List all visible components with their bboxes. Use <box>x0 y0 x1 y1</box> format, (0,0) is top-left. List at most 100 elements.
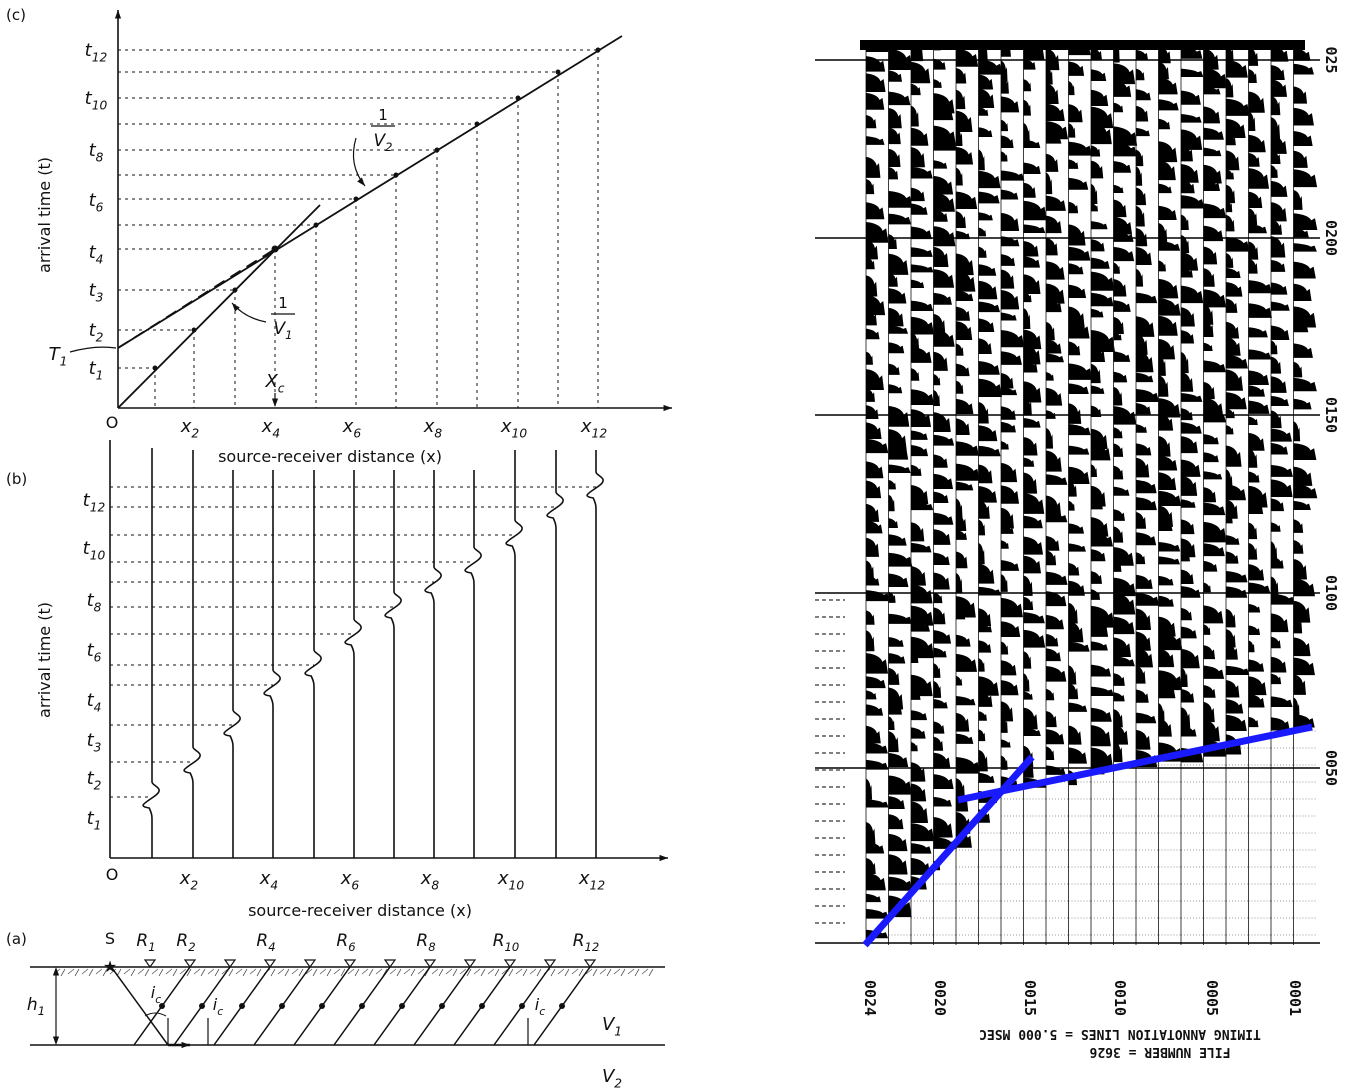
wiggle-lobe <box>1113 509 1125 521</box>
wiggle-lobe <box>1046 83 1059 104</box>
wiggle-lobe <box>978 212 993 221</box>
wiggle-lobe <box>978 170 1001 189</box>
wiggle-lobe <box>911 61 931 84</box>
wiggle-lobe <box>1158 338 1176 360</box>
wiggle-lobe <box>1091 363 1101 384</box>
ground-hatch <box>291 968 304 977</box>
wiggle-lobe <box>1113 331 1122 341</box>
wiggle-lobe <box>956 363 970 377</box>
wiggle-lobe <box>1091 641 1108 651</box>
wiggle-lobe <box>1226 184 1236 204</box>
wiggle-lobe <box>1113 278 1127 297</box>
wiggle-lobe <box>866 136 885 145</box>
y-tick-label-sub: 10 <box>90 548 106 562</box>
wiggle-lobe <box>1068 403 1082 424</box>
wiggle-lobe <box>1158 375 1169 397</box>
wiggle-lobe <box>1023 555 1042 574</box>
wiggle-lobe <box>956 675 963 686</box>
wiggle-lobe <box>866 202 885 220</box>
wiggle-lobe <box>1271 556 1284 569</box>
wiggle-lobe <box>866 178 875 195</box>
receiver <box>503 959 517 969</box>
wiggle-lobe <box>1136 247 1152 265</box>
wiggle-lobe <box>911 264 934 273</box>
wiggle-lobe <box>888 702 902 715</box>
wiggle-lobe <box>933 329 955 347</box>
ground-hatch <box>151 968 164 977</box>
wiggle-lobe <box>911 203 928 215</box>
wiggle-lobe <box>1248 693 1265 708</box>
wiggle-lobe <box>933 572 950 590</box>
x-tick-label-sub: 2 <box>190 878 198 892</box>
wiggle-lobe <box>1091 160 1104 179</box>
wiggle-lobe <box>1001 485 1020 504</box>
wiggle-lobe <box>1023 123 1030 144</box>
wiggle-lobe <box>1203 268 1215 287</box>
wiggle-lobe <box>1226 699 1244 714</box>
wiggle-lobe <box>1203 502 1226 516</box>
wiggle-lobe <box>1113 184 1124 194</box>
wiggle-lobe <box>1068 341 1081 356</box>
wiggle-lobe <box>1091 605 1115 628</box>
wiggle-lobe <box>1203 605 1224 624</box>
receiver-label-base: R <box>573 931 585 951</box>
wiggle-lobe <box>1203 582 1211 593</box>
wiggle-lobe <box>1046 387 1063 406</box>
wiggle-lobe <box>911 316 935 335</box>
wiggle-lobe <box>911 584 933 604</box>
wiggle-lobe <box>911 857 931 875</box>
wiggle-lobe <box>1181 330 1195 344</box>
wiggle-lobe <box>1136 388 1159 403</box>
wiggle-lobe <box>1271 259 1286 272</box>
wiggle-lobe <box>933 680 942 698</box>
wiggle-lobe <box>1001 75 1009 94</box>
wiggle-lobe <box>1248 349 1272 360</box>
wiggle-lobe <box>1023 418 1041 428</box>
wiggle-lobe <box>1113 427 1123 439</box>
wiggle-lobe <box>1293 63 1314 75</box>
wiggle-lobe <box>956 211 966 228</box>
wiggle-lobe <box>933 592 943 604</box>
timing-note: TIMING ANNOTATION LINES = 5.000 MSEC <box>979 1026 1261 1041</box>
wiggle-lobe <box>1023 344 1041 365</box>
wiggle-lobe <box>1271 325 1290 340</box>
wiggle-lobe <box>1091 405 1102 418</box>
wiggle-lobe <box>1001 329 1025 348</box>
wiggle-lobe <box>1293 466 1313 486</box>
wiggle-lobe <box>1293 343 1313 358</box>
wiggle-lobe <box>956 610 966 620</box>
wiggle-lobe <box>1001 372 1014 389</box>
wiggle-lobe <box>1001 597 1023 618</box>
wiggle-lobe <box>978 425 998 442</box>
wiggle-lobe <box>1271 135 1287 154</box>
wiggle-lobe <box>1181 436 1198 454</box>
x-tick-label: x2 <box>180 416 200 440</box>
y-tick-label: t1 <box>89 358 104 382</box>
wiggle-lobe <box>933 434 955 446</box>
wiggle-lobe <box>1113 577 1136 597</box>
wiggle-lobe <box>1248 208 1258 226</box>
wiggle-lobe <box>1113 637 1132 657</box>
wiggle-lobe <box>1226 199 1233 213</box>
wiggle-lobe <box>1181 234 1190 254</box>
x-tick-label: x6 <box>342 416 362 440</box>
wiggle-lobe <box>888 127 901 145</box>
y-tick-label-sub: 6 <box>96 200 104 214</box>
wiggle-lobe <box>1203 147 1222 157</box>
wiggle-lobe <box>1001 540 1009 549</box>
wiggle-lobe <box>933 175 954 195</box>
wiggle-lobe <box>1068 445 1090 455</box>
wiggle-lobe <box>1046 339 1062 354</box>
record-top-border <box>860 40 1305 50</box>
wiggle-lobe <box>1181 129 1203 150</box>
y-tick-label-base: t <box>83 538 91 559</box>
wiggle-lobe <box>1046 729 1065 745</box>
wiggle-lobe <box>978 127 993 138</box>
wavefront-dot <box>239 1003 245 1009</box>
wiggle-lobe <box>1271 498 1285 512</box>
wiggle-lobe <box>1158 141 1178 163</box>
wiggle-lobe <box>1158 315 1178 336</box>
wiggle-lobe <box>866 257 875 270</box>
wiggle-lobe <box>888 272 898 287</box>
